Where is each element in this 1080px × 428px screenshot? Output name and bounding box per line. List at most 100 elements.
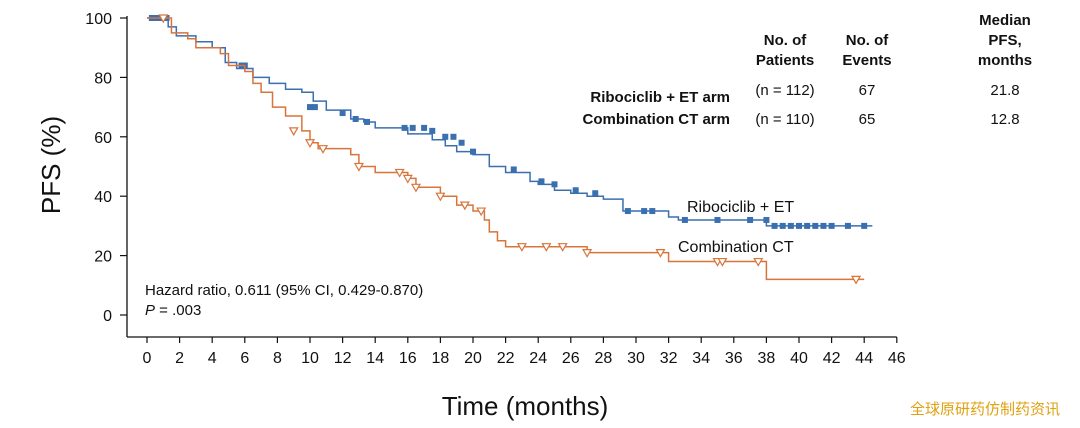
x-tick-label: 14 xyxy=(366,350,384,367)
x-tick-label: 6 xyxy=(240,350,249,367)
censor-mark-ribociclib xyxy=(812,222,819,229)
row-combination-median: 12.8 xyxy=(990,111,1019,128)
hazard-ratio-text: Hazard ratio, 0.611 (95% CI, 0.429-0.870… xyxy=(145,282,423,299)
series-layer xyxy=(147,14,873,285)
censor-mark-ribociclib xyxy=(551,181,558,188)
y-tick-label: 60 xyxy=(94,130,112,147)
censor-mark-ribociclib xyxy=(442,133,449,140)
censor-mark-combination xyxy=(410,183,421,193)
censor-mark-ribociclib xyxy=(649,208,656,215)
censor-mark-combination xyxy=(304,139,316,148)
censor-mark-ribociclib xyxy=(624,208,631,215)
y-axis-title: PFS (%) xyxy=(36,116,66,214)
censor-mark-ribociclib xyxy=(510,166,517,173)
y-tick-label: 100 xyxy=(85,11,112,28)
censor-mark-combination xyxy=(582,249,593,258)
censor-mark-ribociclib xyxy=(538,178,545,185)
censor-mark-combination xyxy=(753,257,764,267)
y-tick-label: 80 xyxy=(94,70,112,87)
censor-mark-combination xyxy=(158,14,169,24)
x-tick-label: 0 xyxy=(143,350,152,367)
x-tick-label: 24 xyxy=(529,350,547,367)
censor-mark-ribociclib xyxy=(352,115,359,122)
censor-mark-ribociclib xyxy=(787,222,794,229)
x-axis-title: Time (months) xyxy=(442,391,609,421)
censor-mark-combination xyxy=(318,145,329,154)
censor-mark-ribociclib xyxy=(779,222,786,229)
header-patients-line1: No. of xyxy=(764,32,807,49)
header-median-line1: Median xyxy=(979,12,1031,29)
censor-mark-ribociclib xyxy=(844,222,851,229)
x-tick-label: 38 xyxy=(758,350,776,367)
censor-mark-combination xyxy=(476,207,487,217)
p-letter: P xyxy=(145,302,155,319)
row-combination-events: 65 xyxy=(859,111,876,128)
x-tick-label: 46 xyxy=(888,350,906,367)
censor-mark-ribociclib xyxy=(828,222,835,229)
censor-mark-ribociclib xyxy=(339,110,346,117)
censor-mark-ribociclib xyxy=(804,222,811,229)
series-line-ribociclib xyxy=(147,17,873,227)
row-ribociclib-patients: (n = 112) xyxy=(755,82,814,99)
censor-mark-combination xyxy=(288,127,299,137)
censor-mark-combination xyxy=(717,257,728,267)
censor-mark-combination xyxy=(402,174,413,184)
censor-mark-ribociclib xyxy=(311,104,318,111)
p-value: = .003 xyxy=(155,302,201,319)
y-tick-label: 40 xyxy=(94,189,112,206)
header-events-line1: No. of xyxy=(846,32,889,49)
censor-mark-ribociclib xyxy=(747,216,754,223)
x-tick-label: 36 xyxy=(725,350,743,367)
row-ribociclib-label: Ribociclib + ET arm xyxy=(590,89,730,106)
censor-mark-ribociclib xyxy=(714,216,721,223)
header-median-line2: PFS, xyxy=(988,32,1021,49)
censor-mark-combination xyxy=(394,168,405,178)
censor-mark-combination xyxy=(459,201,470,211)
row-combination-patients: (n = 110) xyxy=(755,111,814,128)
censor-mark-ribociclib xyxy=(401,124,408,131)
x-tick-label: 20 xyxy=(464,350,482,367)
series-line-combination xyxy=(147,17,865,281)
y-tick-label: 0 xyxy=(103,308,112,325)
censor-mark-combination xyxy=(851,275,862,285)
censor-mark-ribociclib xyxy=(771,222,778,229)
censor-mark-ribociclib xyxy=(450,133,457,140)
x-tick-label: 4 xyxy=(208,350,217,367)
censor-mark-ribociclib xyxy=(592,190,599,197)
header-patients-line2: Patients xyxy=(756,52,814,69)
censor-mark-ribociclib xyxy=(763,216,770,223)
series-label-combination: Combination CT xyxy=(678,239,794,256)
censor-mark-ribociclib xyxy=(364,118,371,125)
x-tick-label: 18 xyxy=(432,350,450,367)
censor-mark-combination xyxy=(435,192,446,202)
header-events-line2: Events xyxy=(842,52,891,69)
censor-mark-ribociclib xyxy=(572,187,579,194)
x-tick-label: 22 xyxy=(497,350,515,367)
x-tick-label: 16 xyxy=(399,350,417,367)
x-tick-label: 12 xyxy=(334,350,352,367)
x-tick-label: 40 xyxy=(790,350,808,367)
x-tick-label: 44 xyxy=(855,350,873,367)
censor-mark-ribociclib xyxy=(429,127,436,134)
p-value-text: P = .003 xyxy=(145,302,201,319)
censor-mark-combination xyxy=(516,243,527,252)
header-median-line3: months xyxy=(978,52,1032,69)
censor-mark-ribociclib xyxy=(820,222,827,229)
x-tick-label: 8 xyxy=(273,350,282,367)
censor-mark-ribociclib xyxy=(409,124,416,131)
legend-table: No. of Patients No. of Events Median PFS… xyxy=(582,12,1032,128)
censor-mark-combination xyxy=(557,243,568,252)
censor-mark-ribociclib xyxy=(470,148,476,155)
row-ribociclib-median: 21.8 xyxy=(990,82,1019,99)
watermark-text: 全球原研药仿制药资讯 xyxy=(910,400,1060,418)
censor-mark-combination xyxy=(353,162,364,172)
row-combination-label: Combination CT arm xyxy=(582,111,730,128)
censor-mark-combination xyxy=(541,243,552,252)
censor-mark-ribociclib xyxy=(641,208,648,215)
series-label-ribociclib: Ribociclib + ET xyxy=(687,199,794,216)
x-tick-label: 28 xyxy=(595,350,613,367)
censor-mark-ribociclib xyxy=(421,124,428,131)
censor-mark-ribociclib xyxy=(861,222,868,229)
